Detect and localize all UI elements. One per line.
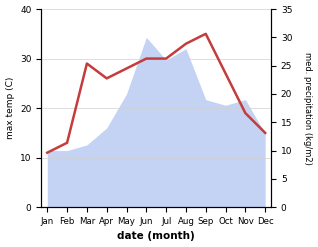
Y-axis label: med. precipitation (kg/m2): med. precipitation (kg/m2) [303,52,313,165]
Y-axis label: max temp (C): max temp (C) [5,77,15,139]
X-axis label: date (month): date (month) [117,231,195,242]
